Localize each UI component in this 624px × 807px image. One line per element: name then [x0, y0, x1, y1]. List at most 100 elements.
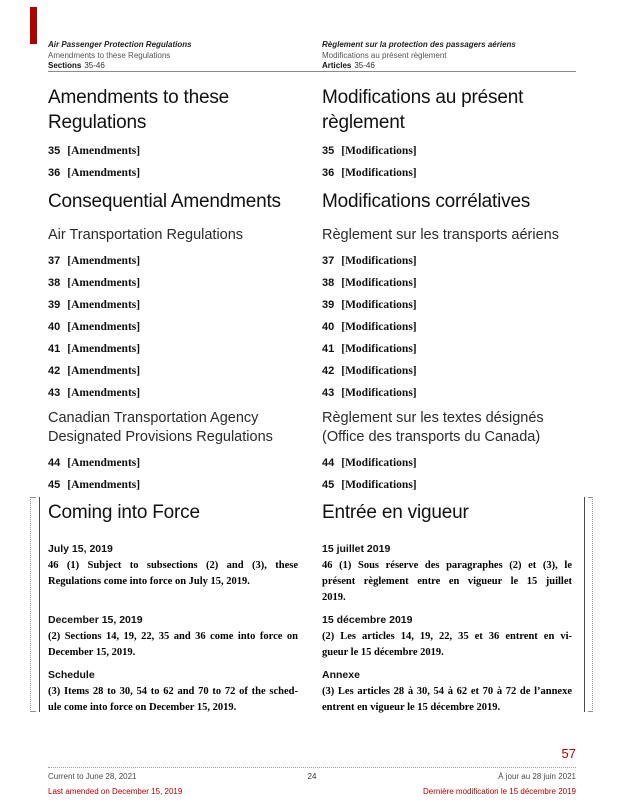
header-sections-fr: Articles 35-46: [322, 61, 572, 71]
section-label: [Amendments]: [67, 343, 141, 355]
provision-line: ule come into force on December 15, 2019…: [48, 702, 237, 713]
heading-consequential-fr: Modifications corrélatives: [322, 191, 531, 212]
toc-item: 36 [Amendments]: [48, 167, 298, 180]
change-indicator-solid-right: [584, 497, 585, 712]
section-number: 35: [48, 145, 61, 157]
header-subtitle-fr: Modifications au présent règlement: [322, 50, 447, 60]
subheading-atr-fr: Règlement sur les transports aériens: [322, 227, 559, 243]
provision-46-1-en: 46 (1) Subject to subsections (2) and (3…: [48, 558, 298, 606]
provision-line: December 15, 2019.: [48, 647, 136, 658]
sections-label: Sections: [48, 61, 82, 70]
section-number: 41: [322, 343, 335, 355]
marginal-note-en: Schedule: [48, 669, 95, 681]
header-rule: [48, 71, 576, 72]
subheading-atr-en: Air Transportation Regulations: [48, 227, 244, 243]
section-number: 41: [48, 343, 61, 355]
footer-amended-row: Last amended on December 15, 2019 Derniè…: [48, 787, 576, 797]
section-number: 38: [48, 277, 61, 289]
page-number-right: 57: [561, 746, 576, 761]
header-subtitle-en: Amendments to these Regulations: [48, 50, 171, 60]
page-header: Air Passenger Protection Regulations Ame…: [48, 40, 572, 71]
provision-line: Regulations come into force on July 15, …: [48, 576, 250, 587]
toc-item: 36 [Modifications]: [322, 167, 572, 180]
provision-line: (3) Les articles 28 à 30, 54 à 62 et 70 …: [322, 686, 572, 697]
section-number: 37: [48, 255, 61, 267]
toc-item: 41 [Amendments]: [48, 343, 298, 356]
toc-item: 35 [Amendments]: [48, 145, 298, 158]
provision-line: (2) Sections 14, 19, 22, 35 and 36 come …: [48, 631, 298, 642]
footer-last-amended-fr: Dernière modification le 15 décembre 201…: [423, 787, 576, 796]
subheading-textes-designes-fr: Règlement sur les textes désignés (Offic…: [322, 410, 544, 445]
footer-rule: [48, 767, 576, 768]
footer-current-row: Current to June 28, 2021 24 À jour au 28…: [48, 772, 576, 782]
articles-label: Articles: [322, 61, 352, 70]
provisions-column-fr: Modifications au présent règlement 35 [Mo…: [322, 85, 572, 501]
provision-line: 2019.: [322, 592, 346, 603]
section-label: [Modifications]: [341, 343, 417, 355]
marginal-note-en: December 15, 2019: [48, 614, 143, 626]
section-label: [Amendments]: [67, 255, 141, 267]
section-number: 42: [322, 365, 335, 377]
section-label: [Modifications]: [341, 255, 417, 267]
section-number: 40: [48, 321, 61, 333]
provision-46-3-fr: (3) Les articles 28 à 30, 54 à 62 et 70 …: [322, 684, 572, 716]
red-change-bar: [30, 7, 37, 44]
section-label: [Modifications]: [341, 457, 417, 469]
section-number: 39: [48, 299, 61, 311]
sections-range: 35-46: [84, 61, 105, 70]
section-label: [Modifications]: [341, 277, 417, 289]
section-label: [Amendments]: [67, 145, 141, 157]
provisions-list: Amendments to these Regulations 35 [Amend…: [48, 85, 572, 501]
provision-line: entrent en vigueur le 15 décembre 2019.: [322, 702, 501, 713]
toc-item: 41 [Modifications]: [322, 343, 572, 356]
toc-item: 38 [Amendments]: [48, 277, 298, 290]
provision-line: 46 (1) Subject to subsections (2) and (3…: [48, 560, 298, 571]
coming-into-force-section: Coming into Force Entrée en vigueur July…: [48, 500, 572, 724]
section-number: 45: [48, 479, 61, 491]
toc-item: 38 [Modifications]: [322, 277, 572, 290]
header-en: Air Passenger Protection Regulations Ame…: [48, 40, 298, 71]
section-label: [Amendments]: [67, 299, 141, 311]
toc-item: 37 [Modifications]: [322, 255, 572, 268]
marginal-note-fr: Annexe: [322, 669, 360, 681]
section-number: 43: [48, 387, 61, 399]
section-number: 38: [322, 277, 335, 289]
header-title-fr: Règlement sur la protection des passager…: [322, 40, 516, 49]
toc-item: 42 [Modifications]: [322, 365, 572, 378]
provision-line: présent règlement entre en vigueur le 15…: [322, 576, 572, 587]
section-label: [Modifications]: [341, 167, 417, 179]
section-number: 37: [322, 255, 335, 267]
articles-range: 35-46: [354, 61, 375, 70]
provision-46-1-fr: 46 (1) Sous réserve des paragraphes (2) …: [322, 558, 572, 606]
section-label: [Amendments]: [67, 457, 141, 469]
section-label: [Amendments]: [67, 167, 141, 179]
heading-coming-into-force: Coming into Force: [48, 502, 200, 523]
heading-amendments-en: Amendments to these Regulations: [48, 87, 230, 133]
provision-line: gueur le 15 décembre 2019.: [322, 647, 444, 658]
change-indicator-solid-left: [39, 497, 40, 712]
toc-item: 40 [Modifications]: [322, 321, 572, 334]
header-fr: Règlement sur la protection des passager…: [322, 40, 572, 71]
marginal-note-fr: 15 juillet 2019: [322, 543, 391, 555]
toc-item: 45 [Amendments]: [48, 479, 298, 492]
toc-item: 42 [Amendments]: [48, 365, 298, 378]
section-label: [Modifications]: [341, 387, 417, 399]
provision-46-3-en: (3) Items 28 to 30, 54 to 62 and 70 to 7…: [48, 684, 298, 716]
section-number: 44: [322, 457, 335, 469]
change-indicator-dotted-right: [588, 497, 593, 712]
section-number: 36: [48, 167, 61, 179]
provision-line: (3) Items 28 to 30, 54 to 62 and 70 to 7…: [48, 686, 298, 697]
section-label: [Modifications]: [341, 145, 417, 157]
toc-item: 43 [Modifications]: [322, 387, 572, 400]
section-number: 36: [322, 167, 335, 179]
marginal-note-en: July 15, 2019: [48, 543, 113, 555]
provision-line: (2) Les articles 14, 19, 22, 35 et 36 en…: [322, 631, 572, 642]
toc-item: 44 [Amendments]: [48, 457, 298, 470]
toc-item: 43 [Amendments]: [48, 387, 298, 400]
page-number-center: 24: [307, 772, 317, 781]
footer-current-to-en: Current to June 28, 2021: [48, 772, 137, 781]
section-label: [Amendments]: [67, 387, 141, 399]
provision-46-2-en: (2) Sections 14, 19, 22, 35 and 36 come …: [48, 629, 298, 661]
provisions-column-en: Amendments to these Regulations 35 [Amend…: [48, 85, 298, 501]
